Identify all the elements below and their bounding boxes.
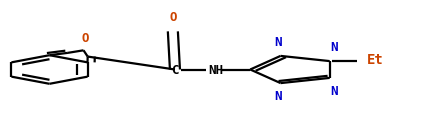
Text: NH: NH: [208, 64, 224, 77]
Text: O: O: [82, 32, 89, 44]
Text: N: N: [330, 85, 338, 98]
Text: N: N: [275, 90, 282, 103]
Text: N: N: [275, 36, 282, 49]
Text: C: C: [171, 64, 179, 77]
Text: Et: Et: [368, 53, 384, 67]
Text: N: N: [330, 41, 338, 54]
Text: O: O: [169, 11, 177, 24]
